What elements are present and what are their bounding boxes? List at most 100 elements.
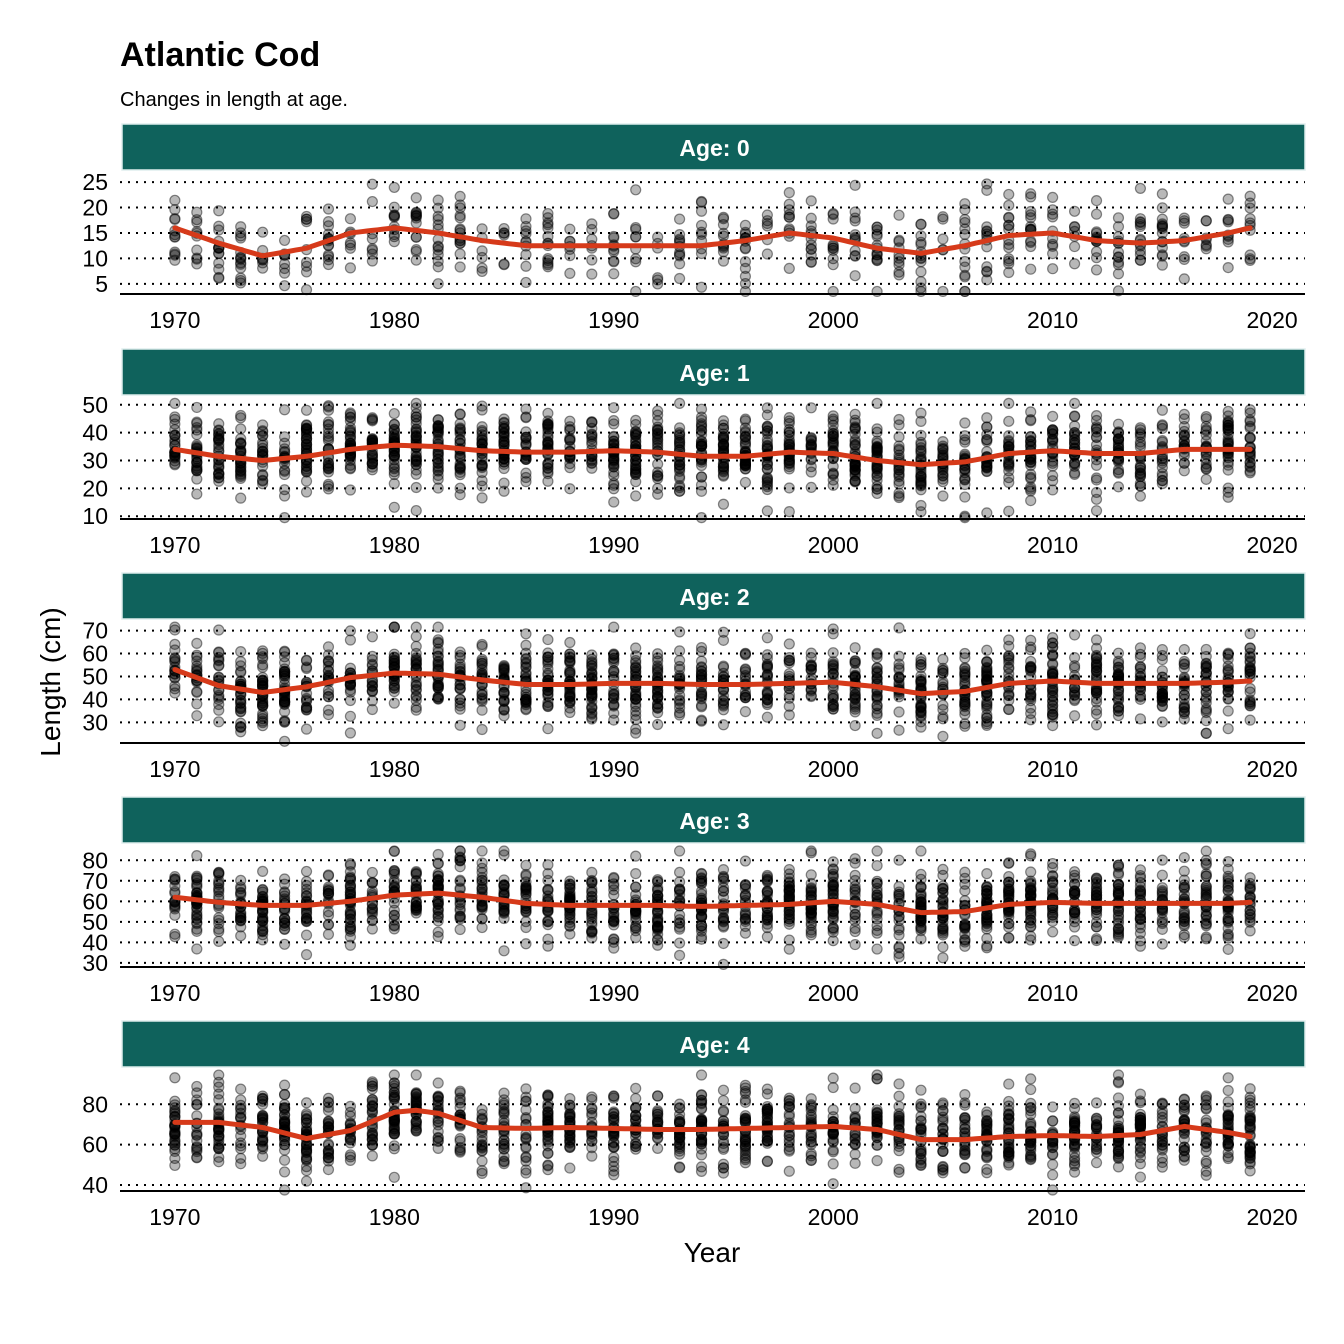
x-tick-label: 1980: [369, 980, 420, 1006]
data-point: [1156, 455, 1168, 467]
data-point: [169, 249, 181, 261]
data-point: [498, 435, 510, 447]
data-point: [1134, 661, 1147, 673]
data-point: [476, 424, 488, 437]
data-point: [1156, 854, 1168, 866]
data-point: [278, 657, 291, 669]
data-point: [257, 430, 269, 442]
data-point: [388, 449, 400, 462]
data-point: [520, 213, 532, 225]
data-point: [498, 430, 510, 443]
data-point: [300, 428, 313, 440]
data-point: [981, 699, 993, 711]
data-point: [410, 430, 422, 443]
data-point: [1068, 629, 1081, 641]
data-point: [410, 212, 422, 224]
data-point: [1156, 916, 1168, 928]
data-point: [520, 276, 532, 289]
data-point: [213, 205, 225, 217]
data-point: [300, 210, 313, 223]
data-point: [1003, 188, 1015, 201]
data-point: [366, 681, 378, 693]
data-point: [322, 462, 335, 474]
data-point: [586, 453, 598, 466]
data-point: [805, 212, 817, 224]
data-point: [1134, 218, 1147, 231]
data-point: [739, 927, 752, 939]
data-point: [498, 485, 510, 497]
data-point: [191, 1110, 203, 1122]
data-point: [410, 451, 422, 463]
data-point: [761, 668, 773, 681]
data-point: [564, 483, 576, 495]
data-point: [278, 465, 291, 477]
data-point: [191, 416, 203, 428]
data-point: [432, 469, 444, 481]
data-point: [235, 646, 247, 658]
data-point: [981, 221, 993, 233]
data-point: [300, 213, 313, 225]
data-point: [235, 257, 247, 269]
data-point: [300, 460, 313, 472]
data-point: [344, 407, 357, 419]
data-point: [235, 462, 247, 474]
data-point: [169, 455, 181, 467]
data-point: [322, 401, 335, 413]
data-point: [1244, 213, 1256, 225]
data-point: [827, 863, 839, 875]
data-point: [257, 262, 269, 274]
data-point: [630, 686, 642, 698]
data-point: [1025, 471, 1037, 483]
data-point: [520, 431, 532, 444]
data-point: [300, 438, 313, 450]
data-point: [1112, 655, 1125, 667]
data-point: [454, 482, 466, 494]
data-point: [849, 250, 861, 262]
data-point: [213, 427, 225, 440]
data-point: [257, 226, 269, 238]
data-point: [586, 457, 598, 469]
data-point: [915, 415, 927, 427]
data-point: [1068, 420, 1081, 432]
data-point: [322, 687, 335, 700]
data-point: [871, 927, 883, 939]
data-point: [322, 216, 335, 228]
data-point: [761, 217, 773, 230]
data-point: [805, 256, 817, 268]
data-point: [915, 868, 927, 881]
data-point: [1068, 935, 1081, 947]
data-point: [981, 656, 993, 668]
data-point: [1244, 665, 1256, 677]
data-point: [213, 433, 225, 445]
data-point: [322, 665, 335, 677]
data-point: [915, 506, 927, 518]
data-point: [586, 457, 598, 469]
data-point: [827, 213, 839, 225]
data-point: [388, 209, 400, 221]
data-point: [454, 261, 466, 273]
data-point: [169, 418, 181, 430]
data-point: [213, 461, 225, 473]
data-point: [1244, 714, 1256, 726]
data-point: [871, 487, 883, 500]
data-point: [1134, 480, 1147, 492]
data-point: [849, 719, 861, 732]
data-point: [893, 664, 905, 676]
data-point: [235, 437, 247, 449]
data-point: [366, 451, 378, 463]
data-point: [498, 453, 510, 465]
data-point: [981, 868, 993, 880]
data-point: [410, 450, 422, 462]
data-point: [498, 704, 510, 716]
data-point: [542, 466, 554, 478]
data-point: [235, 412, 247, 424]
data-point: [257, 439, 269, 451]
data-point: [410, 207, 422, 219]
data-point: [235, 232, 247, 244]
data-point: [630, 698, 642, 710]
data-point: [1025, 212, 1037, 224]
data-point: [498, 416, 510, 428]
data-point: [1003, 199, 1015, 211]
data-point: [1047, 915, 1059, 927]
data-point: [520, 471, 532, 484]
